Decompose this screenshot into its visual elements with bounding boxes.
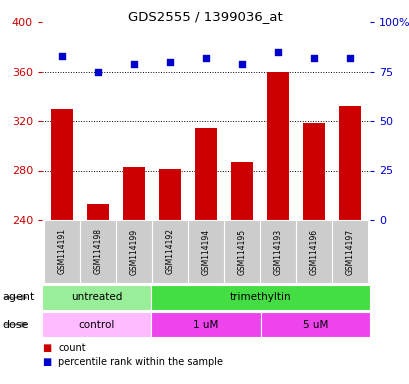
Bar	[51, 109, 72, 220]
Point	[310, 55, 317, 61]
Point	[274, 49, 281, 55]
Bar	[339, 106, 360, 220]
Text: 5 uM: 5 uM	[302, 319, 327, 329]
Bar	[151, 312, 260, 337]
Point	[166, 58, 173, 65]
Text: GSM114193: GSM114193	[273, 228, 282, 275]
Bar	[331, 220, 367, 283]
Bar	[303, 124, 324, 220]
Text: dose: dose	[2, 319, 29, 329]
Bar	[295, 220, 331, 283]
Text: GSM114192: GSM114192	[165, 228, 174, 275]
Bar	[116, 220, 152, 283]
Bar	[151, 285, 369, 310]
Bar	[223, 220, 259, 283]
Bar	[80, 220, 116, 283]
Text: trimethyltin: trimethyltin	[229, 293, 291, 303]
Bar	[42, 285, 151, 310]
Text: GSM114191: GSM114191	[57, 228, 66, 275]
Text: percentile rank within the sample: percentile rank within the sample	[58, 357, 223, 367]
Point	[202, 55, 209, 61]
Text: GSM114194: GSM114194	[201, 228, 210, 275]
Text: agent: agent	[2, 293, 34, 303]
Bar	[159, 169, 180, 220]
Text: control: control	[78, 319, 115, 329]
Text: GSM114196: GSM114196	[309, 228, 318, 275]
Point	[130, 61, 137, 67]
Text: 1 uM: 1 uM	[193, 319, 218, 329]
Bar	[44, 220, 80, 283]
Text: GDS2555 / 1399036_at: GDS2555 / 1399036_at	[127, 10, 282, 23]
Point	[58, 53, 65, 59]
Point	[94, 68, 101, 74]
Bar	[123, 167, 144, 220]
Bar	[195, 128, 216, 220]
Bar	[259, 220, 295, 283]
Bar	[267, 71, 288, 220]
Text: ■: ■	[42, 357, 51, 367]
Text: GSM114195: GSM114195	[237, 228, 246, 275]
Text: GSM114199: GSM114199	[129, 228, 138, 275]
Bar	[42, 312, 151, 337]
Text: GSM114198: GSM114198	[93, 228, 102, 275]
Text: GSM114197: GSM114197	[345, 228, 354, 275]
Bar	[231, 162, 252, 220]
Text: count: count	[58, 343, 86, 353]
Bar	[152, 220, 187, 283]
Point	[346, 55, 353, 61]
Bar	[260, 312, 369, 337]
Text: untreated: untreated	[71, 293, 122, 303]
Bar	[87, 204, 108, 220]
Point	[238, 61, 245, 67]
Bar	[187, 220, 223, 283]
Text: ■: ■	[42, 343, 51, 353]
